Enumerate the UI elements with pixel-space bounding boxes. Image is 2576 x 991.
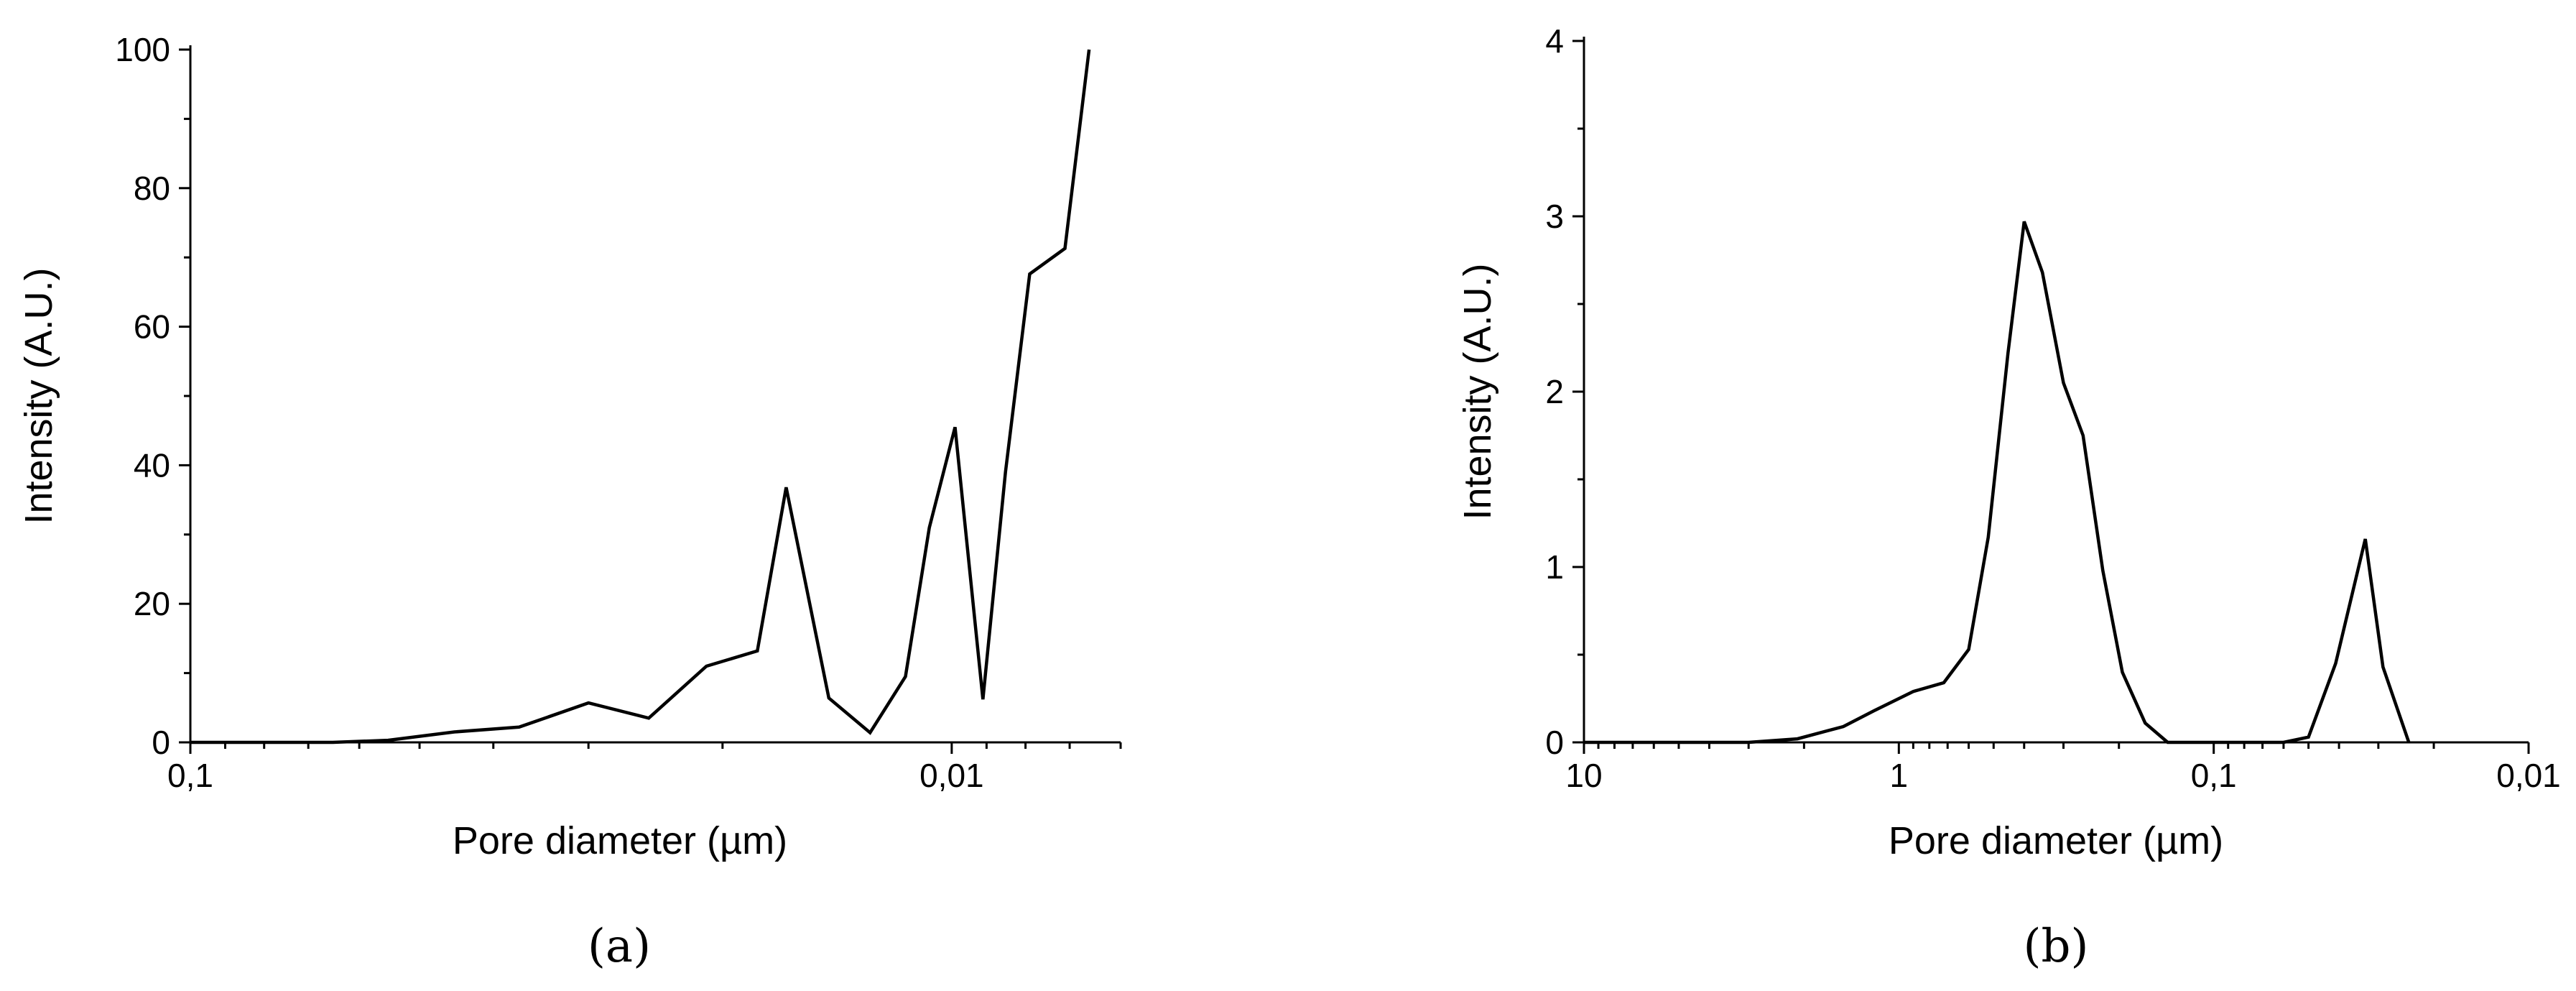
- y-axis-title: Intensity (A.U.): [1456, 263, 1499, 520]
- y-tick-label: 0: [1545, 724, 1564, 761]
- chart-panel-1: 0 20 40 60 80 100 0,1 0,01 Pore diameter (µm) Int…: [17, 31, 1122, 973]
- y-tick-label: 1: [1545, 548, 1564, 586]
- y-tick-label: 60: [134, 308, 170, 346]
- panel-label: (b): [2024, 920, 2089, 973]
- y-tick-label: 80: [134, 170, 170, 207]
- x-tick-label: 0,1: [167, 757, 213, 794]
- chart-panel-2: 0 1 2 3 4 10 1 0,1 0,01 Pore diameter (µm) Intensi…: [1456, 22, 2561, 973]
- y-tick-label: 2: [1545, 373, 1564, 410]
- series-line: [190, 49, 1091, 745]
- x-tick-label: 1: [1890, 757, 1909, 794]
- y-tick-label: 40: [134, 446, 170, 484]
- x-tick-label: 10: [1565, 757, 1602, 794]
- y-tick-label: 100: [115, 31, 170, 68]
- x-axis-title: Pore diameter (µm): [1889, 819, 2223, 862]
- x-axis-title: Pore diameter (µm): [453, 819, 787, 862]
- panel-label: (a): [588, 920, 651, 973]
- y-tick-label: 4: [1545, 22, 1564, 60]
- x-tick-label: 0,1: [2191, 757, 2237, 794]
- series-line: [1584, 221, 2411, 745]
- y-axis-title: Intensity (A.U.): [17, 267, 60, 524]
- x-tick-label: 0,01: [2496, 757, 2561, 794]
- x-tick-label: 0,01: [919, 757, 984, 794]
- y-tick-label: 0: [152, 724, 170, 761]
- y-tick-label: 20: [134, 585, 170, 622]
- y-tick-label: 3: [1545, 198, 1564, 235]
